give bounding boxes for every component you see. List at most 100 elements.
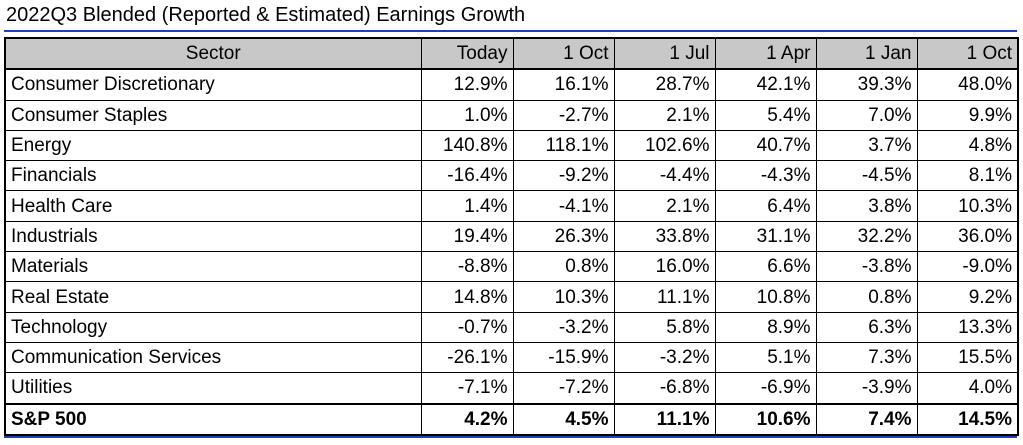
- value-cell: 10.8%: [714, 281, 817, 313]
- value-cell: 40.7%: [714, 129, 817, 162]
- value-cell: 15.5%: [916, 341, 1019, 374]
- page-title: 2022Q3 Blended (Reported & Estimated) Ea…: [6, 4, 526, 26]
- value-cell: 48.0%: [916, 68, 1019, 101]
- table-row: Materials -8.8% 0.8% 16.0% 6.6% -3.8% -9.0%: [4, 251, 1019, 283]
- value-cell: 4.2%: [420, 402, 514, 436]
- value-cell: 102.6%: [613, 129, 716, 162]
- value-cell: 11.1%: [613, 281, 716, 313]
- value-cell: 9.9%: [916, 99, 1019, 131]
- value-cell: 5.1%: [714, 341, 817, 374]
- sector-cell: Health Care: [4, 190, 422, 222]
- table-row: Consumer Discretionary 12.9% 16.1% 28.7% 42.…: [4, 68, 1019, 101]
- header-today: Today: [420, 37, 514, 71]
- header-sector: Sector: [4, 37, 422, 71]
- value-cell: 12.9%: [420, 68, 514, 101]
- value-cell: 1.4%: [420, 190, 514, 222]
- value-cell: 5.8%: [613, 311, 716, 343]
- value-cell: 2.1%: [613, 99, 716, 131]
- value-cell: 13.3%: [916, 311, 1019, 343]
- value-cell: -3.9%: [815, 372, 918, 405]
- earnings-growth-table: Sector Today 1 Oct 1 Jul 1 Apr 1 Jan 1 O…: [4, 37, 1019, 436]
- value-cell: 0.8%: [512, 251, 615, 283]
- value-cell: 33.8%: [613, 220, 716, 253]
- value-cell: -26.1%: [420, 341, 514, 374]
- value-cell: -4.1%: [512, 190, 615, 222]
- table-row: Communication Services -26.1% -15.9% -3.2% 5…: [4, 341, 1019, 374]
- sector-cell: Consumer Staples: [4, 99, 422, 131]
- header-1-oct: 1 Oct: [512, 37, 615, 71]
- sector-cell: Communication Services: [4, 341, 422, 374]
- sector-cell: Consumer Discretionary: [4, 68, 422, 101]
- value-cell: 6.4%: [714, 190, 817, 222]
- value-cell: -4.4%: [613, 160, 716, 192]
- value-cell: 8.1%: [916, 160, 1019, 192]
- table-row: Technology -0.7% -3.2% 5.8% 8.9% 6.3% 13.3%: [4, 311, 1019, 343]
- value-cell: 5.4%: [714, 99, 817, 131]
- value-cell: 28.7%: [613, 68, 716, 101]
- value-cell: -9.0%: [916, 251, 1019, 283]
- value-cell: 7.3%: [815, 341, 918, 374]
- header-row: Sector Today 1 Oct 1 Jul 1 Apr 1 Jan 1 O…: [4, 37, 1019, 71]
- table-row: Utilities -7.1% -7.2% -6.8% -6.9% -3.9% 4.0%: [4, 372, 1019, 405]
- value-cell: -6.9%: [714, 372, 817, 405]
- value-cell: -15.9%: [512, 341, 615, 374]
- value-cell: 10.6%: [714, 402, 817, 436]
- sector-cell: Real Estate: [4, 281, 422, 313]
- value-cell: -9.2%: [512, 160, 615, 192]
- value-cell: 2.1%: [613, 190, 716, 222]
- value-cell: -0.7%: [420, 311, 514, 343]
- sector-cell: Industrials: [4, 220, 422, 253]
- value-cell: 0.8%: [815, 281, 918, 313]
- table-row: Health Care 1.4% -4.1% 2.1% 6.4% 3.8% 10.3%: [4, 190, 1019, 222]
- value-cell: 31.1%: [714, 220, 817, 253]
- value-cell: -4.3%: [714, 160, 817, 192]
- value-cell: 1.0%: [420, 99, 514, 131]
- sector-cell: Utilities: [4, 372, 422, 405]
- value-cell: -16.4%: [420, 160, 514, 192]
- value-cell: 10.3%: [916, 190, 1019, 222]
- title-underline: [4, 30, 1017, 32]
- table-row: Consumer Staples 1.0% -2.7% 2.1% 5.4% 7.0% 9.9…: [4, 99, 1019, 131]
- sector-cell: Technology: [4, 311, 422, 343]
- header-1-jan: 1 Jan: [815, 37, 918, 71]
- value-cell: 16.1%: [512, 68, 615, 101]
- value-cell: 10.3%: [512, 281, 615, 313]
- value-cell: -6.8%: [613, 372, 716, 405]
- value-cell: 6.3%: [815, 311, 918, 343]
- value-cell: 39.3%: [815, 68, 918, 101]
- value-cell: 36.0%: [916, 220, 1019, 253]
- sector-cell: Materials: [4, 251, 422, 283]
- table-row: Financials -16.4% -9.2% -4.4% -4.3% -4.5% 8.1%: [4, 160, 1019, 192]
- table-body: Consumer Discretionary 12.9% 16.1% 28.7% 42.…: [4, 68, 1019, 436]
- value-cell: 4.5%: [512, 402, 615, 436]
- value-cell: -7.2%: [512, 372, 615, 405]
- header-1-jul: 1 Jul: [613, 37, 716, 71]
- value-cell: 11.1%: [613, 402, 716, 436]
- value-cell: 26.3%: [512, 220, 615, 253]
- header-1-apr: 1 Apr: [714, 37, 817, 71]
- value-cell: 19.4%: [420, 220, 514, 253]
- total-row: S&P 500 4.2% 4.5% 11.1% 10.6% 7.4% 14.5%: [4, 402, 1019, 436]
- sector-cell: S&P 500: [4, 402, 422, 436]
- value-cell: 8.9%: [714, 311, 817, 343]
- value-cell: -2.7%: [512, 99, 615, 131]
- value-cell: 7.0%: [815, 99, 918, 131]
- sector-cell: Financials: [4, 160, 422, 192]
- value-cell: 14.5%: [916, 402, 1019, 436]
- value-cell: -7.1%: [420, 372, 514, 405]
- value-cell: 3.7%: [815, 129, 918, 162]
- value-cell: -3.2%: [512, 311, 615, 343]
- value-cell: -8.8%: [420, 251, 514, 283]
- value-cell: -3.2%: [613, 341, 716, 374]
- value-cell: 140.8%: [420, 129, 514, 162]
- value-cell: 42.1%: [714, 68, 817, 101]
- value-cell: -3.8%: [815, 251, 918, 283]
- table-row: Real Estate 14.8% 10.3% 11.1% 10.8% 0.8% 9.2%: [4, 281, 1019, 313]
- value-cell: 9.2%: [916, 281, 1019, 313]
- value-cell: 6.6%: [714, 251, 817, 283]
- table-row: Energy 140.8% 118.1% 102.6% 40.7% 3.7% 4.8%: [4, 129, 1019, 162]
- value-cell: 7.4%: [815, 402, 918, 436]
- value-cell: 32.2%: [815, 220, 918, 253]
- table-row: Industrials 19.4% 26.3% 33.8% 31.1% 32.2% 36.0…: [4, 220, 1019, 253]
- value-cell: -4.5%: [815, 160, 918, 192]
